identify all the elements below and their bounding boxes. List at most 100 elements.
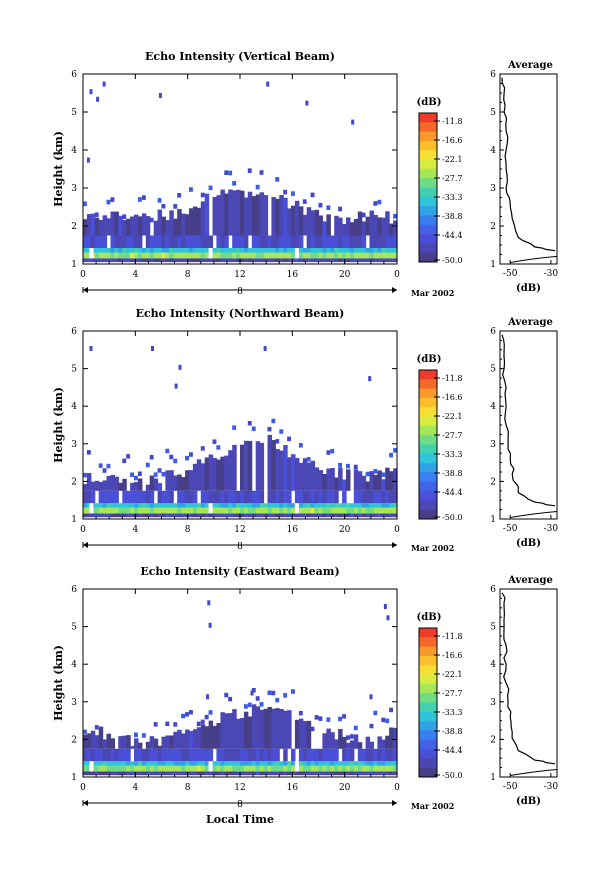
echo-cell — [169, 735, 174, 749]
echo-cell — [165, 748, 170, 762]
echo-cell — [306, 248, 312, 253]
echo-cell — [224, 490, 229, 504]
echo-cell — [255, 441, 261, 491]
panel-eastward: Echo Intensity (Eastward Beam)0 4 8 12 16 20 0… — [52, 565, 558, 826]
echo-cell — [192, 258, 198, 263]
echo-cell — [377, 235, 382, 248]
colorbar-swatch — [419, 509, 437, 520]
avg-x-tick-label: -50 — [503, 269, 518, 279]
echo-cell — [369, 761, 374, 766]
echo-cell — [102, 503, 108, 508]
colorbar-tick-label: -16.6 — [442, 393, 463, 402]
echo-cell — [255, 248, 261, 253]
echo-cell — [130, 235, 135, 248]
echo-cell — [247, 503, 253, 508]
echo-cell — [224, 692, 229, 698]
echo-cell — [122, 735, 127, 749]
echo-cell — [189, 513, 194, 518]
echo-cell — [306, 258, 312, 263]
echo-cell — [200, 446, 205, 451]
echo-cell — [110, 211, 115, 236]
echo-cell — [279, 450, 284, 491]
echo-cell — [236, 248, 241, 253]
echo-cell — [126, 454, 131, 459]
echo-cell — [173, 218, 178, 236]
echo-cell — [243, 704, 248, 709]
echo-cell — [153, 258, 159, 263]
colorbar-tick-label: -38.8 — [442, 727, 463, 736]
y-tick-label: 2 — [71, 222, 77, 232]
echo-cell — [224, 258, 229, 263]
echo-cell — [361, 221, 367, 236]
echo-cell — [141, 258, 147, 263]
echo-cell — [338, 729, 343, 749]
echo-cell — [291, 503, 296, 508]
echo-cell — [122, 458, 127, 464]
echo-cell — [294, 513, 300, 518]
echo-cell — [236, 718, 241, 749]
echo-cell — [173, 761, 178, 766]
echo-cell — [385, 258, 390, 263]
echo-cell — [283, 507, 288, 514]
echo-cell — [385, 735, 390, 749]
echo-cell — [342, 224, 347, 236]
echo-cell — [322, 474, 327, 491]
echo-cell — [98, 252, 104, 259]
echo-cell — [228, 507, 233, 514]
echo-cell — [224, 503, 229, 508]
echo-cell — [353, 725, 358, 731]
scattered-echo — [386, 615, 390, 621]
echo-cell — [365, 507, 371, 514]
echo-cell — [275, 252, 280, 259]
echo-cell — [189, 748, 194, 762]
echo-cell — [338, 217, 343, 236]
echo-cell — [251, 503, 257, 508]
echo-cell — [346, 258, 351, 263]
echo-cell — [232, 765, 237, 772]
echo-cell — [251, 765, 257, 772]
echo-cell — [298, 771, 304, 776]
echo-cell — [106, 733, 111, 749]
echo-cell — [240, 513, 245, 518]
echo-cell — [318, 258, 323, 263]
echo-cell — [369, 258, 374, 263]
echo-cell — [118, 258, 123, 263]
echo-cell — [298, 258, 304, 263]
echo-cell — [310, 192, 315, 198]
echo-cell — [208, 513, 214, 518]
echo-cell — [141, 248, 147, 253]
avg-y-tick-label: 2 — [490, 477, 496, 487]
echo-cell — [247, 248, 253, 253]
echo-cell — [232, 513, 237, 518]
echo-cell — [369, 741, 374, 749]
x-tick-label: 4 — [132, 270, 138, 280]
echo-cell — [240, 252, 245, 259]
echo-cell — [271, 197, 276, 236]
echo-cell — [137, 471, 142, 476]
echo-cell — [102, 215, 108, 236]
echo-cell — [267, 761, 272, 766]
echo-cell — [118, 482, 123, 491]
echo-cell — [255, 696, 260, 701]
echo-cell — [118, 248, 123, 253]
echo-cell — [134, 252, 139, 259]
echo-cell — [236, 189, 241, 236]
echo-cell — [271, 748, 276, 762]
echo-cell — [283, 235, 288, 248]
echo-cell — [342, 235, 347, 248]
echo-cell — [224, 235, 229, 248]
echo-cell — [240, 748, 245, 762]
echo-cell — [365, 471, 370, 477]
echo-cell — [310, 248, 316, 253]
echo-cell — [94, 503, 100, 508]
echo-cell — [326, 761, 331, 766]
colorbar-swatch — [419, 739, 437, 750]
echo-cell — [353, 469, 359, 491]
echo-cell — [349, 748, 355, 762]
echo-cell — [369, 765, 374, 772]
echo-cell — [145, 484, 151, 491]
echo-cell — [275, 177, 280, 182]
colorbar-swatch — [419, 243, 437, 253]
echo-cell — [389, 707, 393, 713]
echo-cell — [330, 748, 335, 762]
